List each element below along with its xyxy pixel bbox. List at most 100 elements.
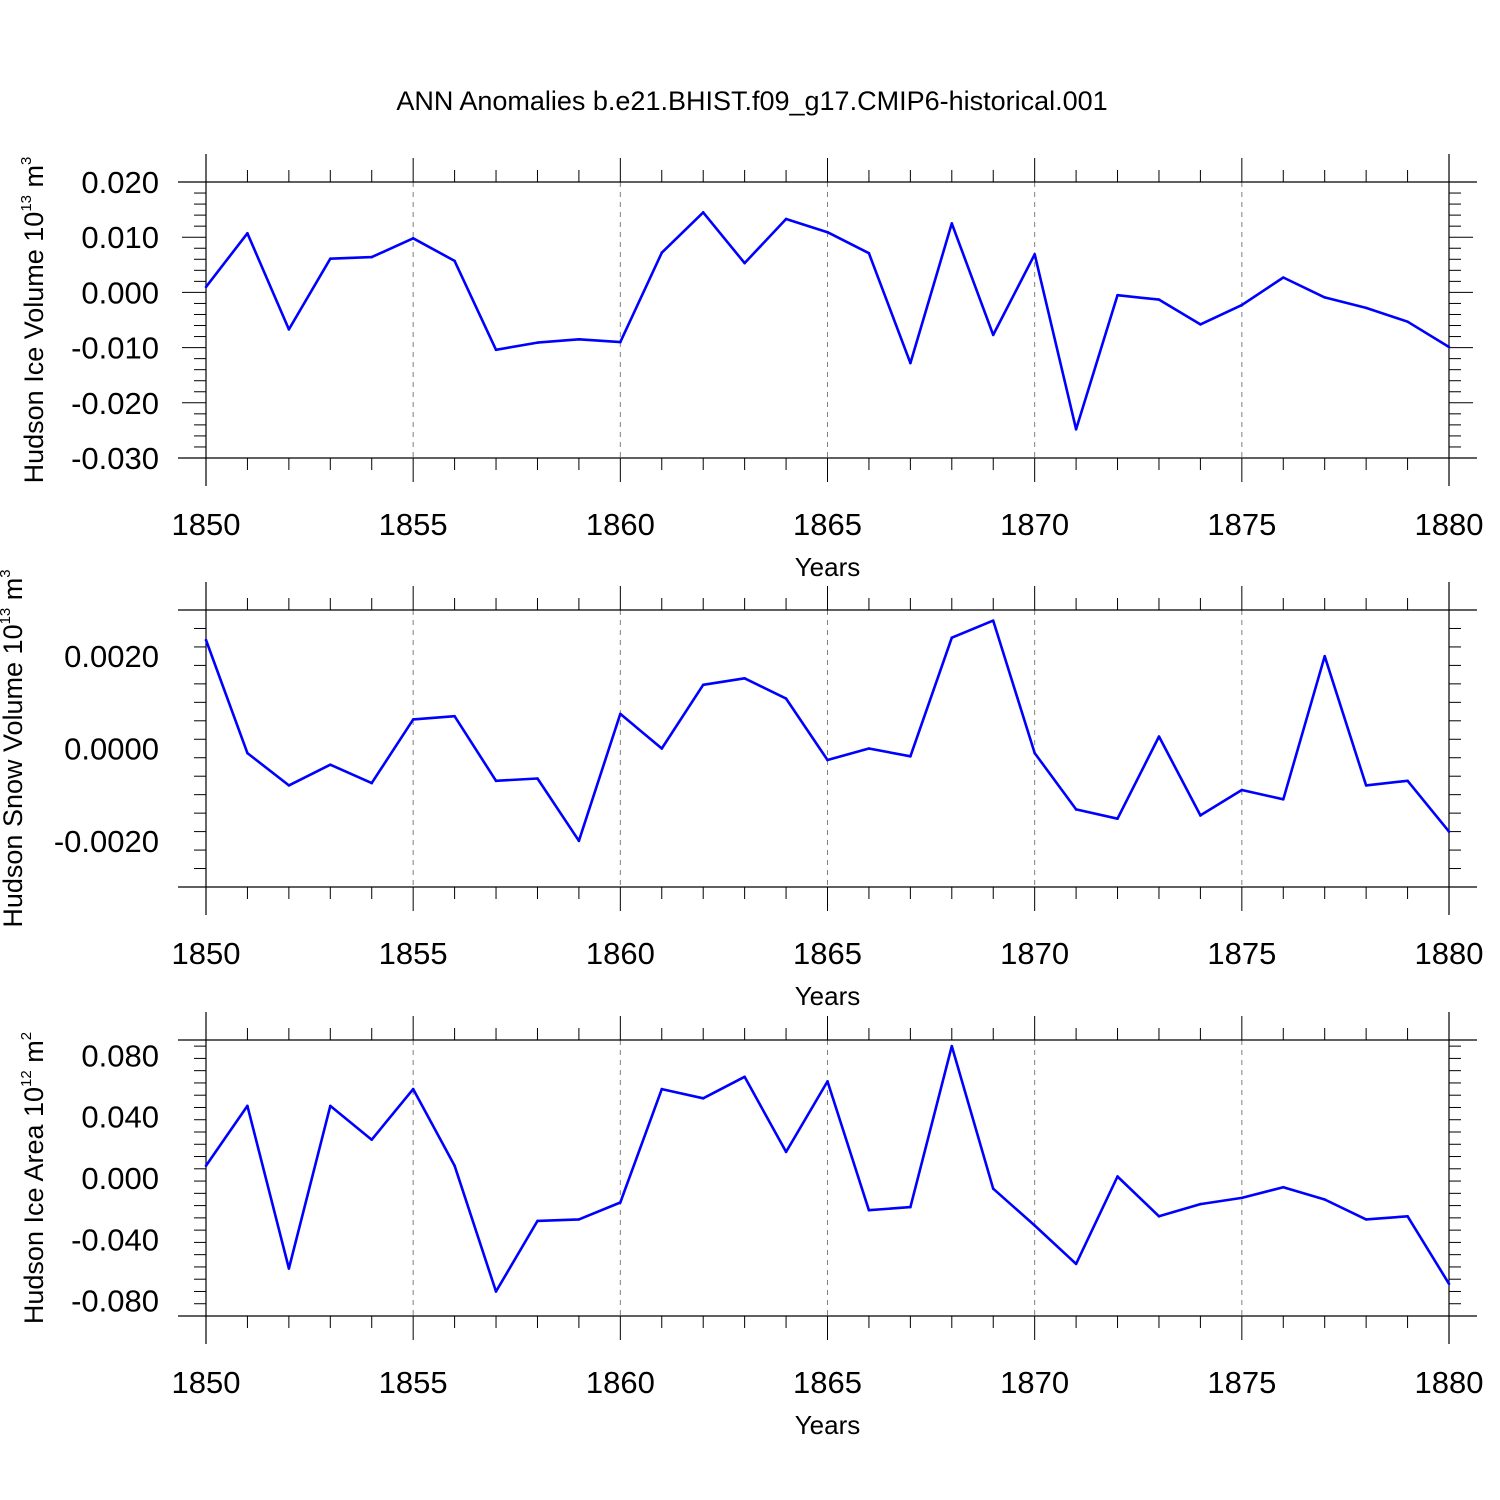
x-tick-label: 1850 bbox=[172, 936, 241, 971]
data-point bbox=[329, 257, 332, 261]
y-label-unit: m bbox=[19, 165, 49, 195]
y-tick-label: 0.0000 bbox=[64, 732, 159, 767]
x-tick-label: 1870 bbox=[1000, 1365, 1069, 1400]
x-tick-label: 1855 bbox=[379, 1365, 448, 1400]
y-tick-label: 0.0020 bbox=[64, 639, 159, 674]
data-point bbox=[1406, 779, 1409, 783]
y-label-base: Hudson Ice Area 10 bbox=[19, 1087, 49, 1324]
data-point bbox=[1323, 1198, 1326, 1201]
data-point bbox=[1074, 427, 1078, 431]
y-label-unit: m bbox=[0, 578, 28, 608]
y-label-unit-exponent: 3 bbox=[18, 157, 35, 165]
x-tick-label: 1870 bbox=[1000, 936, 1069, 971]
data-point bbox=[743, 677, 746, 680]
y-tick-label: 0.040 bbox=[81, 1100, 159, 1135]
y-tick-label: -0.030 bbox=[71, 441, 159, 476]
data-point bbox=[1199, 814, 1202, 817]
x-tick-label: 1875 bbox=[1207, 507, 1276, 542]
data-point bbox=[204, 1164, 208, 1168]
data-point bbox=[536, 1219, 539, 1223]
data-point bbox=[1240, 788, 1244, 792]
x-axis-label: Years bbox=[795, 1410, 861, 1440]
data-point bbox=[494, 1290, 498, 1293]
x-tick-label: 1865 bbox=[793, 1365, 862, 1400]
data-point bbox=[950, 1044, 954, 1048]
y-label-base: Hudson Ice Volume 10 bbox=[19, 212, 49, 484]
data-point bbox=[1240, 1196, 1244, 1200]
data-point bbox=[1240, 303, 1244, 307]
data-point bbox=[950, 636, 954, 639]
data-point bbox=[1157, 1215, 1161, 1218]
data-point bbox=[660, 251, 664, 254]
data-point bbox=[909, 1205, 912, 1209]
data-point bbox=[1157, 735, 1161, 738]
y-label-unit: m bbox=[19, 1040, 49, 1070]
y-axis-label: Hudson Snow Volume 1013 m3 bbox=[0, 569, 28, 927]
y-label-exponent: 12 bbox=[18, 1070, 35, 1087]
x-tick-label: 1875 bbox=[1207, 1365, 1276, 1400]
data-point bbox=[1364, 306, 1368, 310]
data-point bbox=[1074, 1262, 1078, 1266]
data-point bbox=[411, 1087, 415, 1091]
chart-panel-1: 1850 1855 1860 1865 1870 1875 1880 Years 0.020 0.… bbox=[18, 154, 1483, 582]
data-point bbox=[1447, 1282, 1451, 1286]
y-label-base: Hudson Snow Volume 10 bbox=[0, 624, 28, 927]
data-point bbox=[453, 259, 456, 263]
data-point bbox=[577, 338, 581, 341]
x-tick-label: 1855 bbox=[379, 936, 448, 971]
chart-title: ANN Anomalies b.e21.BHIST.f09_g17.CMIP6-… bbox=[396, 86, 1107, 116]
x-tick-label: 1855 bbox=[379, 507, 448, 542]
data-point bbox=[246, 232, 249, 235]
x-tick-label: 1865 bbox=[793, 507, 862, 542]
data-point bbox=[867, 747, 871, 750]
data-point bbox=[619, 712, 622, 716]
x-axis-label: Years bbox=[795, 552, 861, 582]
data-point bbox=[1447, 830, 1451, 833]
x-tick-label: 1860 bbox=[586, 936, 655, 971]
x-tick-label: 1870 bbox=[1000, 507, 1069, 542]
data-point bbox=[1199, 323, 1202, 326]
data-point bbox=[494, 348, 498, 352]
data-point bbox=[246, 751, 249, 755]
y-tick-label: 0.080 bbox=[81, 1038, 159, 1073]
data-point bbox=[246, 1104, 249, 1108]
x-axis-label: Years bbox=[795, 981, 861, 1011]
data-point bbox=[1074, 808, 1078, 811]
data-point bbox=[784, 697, 788, 700]
data-point bbox=[577, 839, 581, 843]
y-tick-label: 0.020 bbox=[81, 165, 159, 200]
data-point bbox=[204, 638, 208, 642]
data-point bbox=[1447, 345, 1451, 349]
data-point bbox=[743, 1075, 746, 1079]
data-point bbox=[826, 758, 829, 762]
data-point bbox=[619, 340, 622, 344]
data-point bbox=[1364, 784, 1368, 787]
data-point bbox=[411, 237, 415, 240]
chart-panels: 1850 1855 1860 1865 1870 1875 1880 Years 0.020 0.… bbox=[0, 154, 1483, 1440]
data-point bbox=[370, 255, 374, 259]
chart-panel-3: 1850 1855 1860 1865 1870 1875 1880 Years 0.080 0.… bbox=[18, 1012, 1483, 1440]
data-point bbox=[411, 718, 415, 721]
y-tick-label: -0.020 bbox=[71, 386, 159, 421]
y-tick-label: -0.040 bbox=[71, 1222, 159, 1257]
data-point bbox=[909, 361, 912, 365]
y-label-unit-exponent: 3 bbox=[0, 569, 14, 577]
data-point bbox=[370, 781, 374, 785]
data-point bbox=[991, 1187, 995, 1191]
x-tick-label: 1860 bbox=[586, 1365, 655, 1400]
data-point bbox=[784, 1150, 788, 1154]
y-axis-label: Hudson Ice Area 1012 m2 bbox=[18, 1032, 49, 1324]
data-point bbox=[453, 1164, 456, 1168]
data-point bbox=[1116, 293, 1119, 297]
data-point bbox=[867, 251, 871, 255]
data-point bbox=[701, 1096, 705, 1100]
data-point bbox=[784, 217, 788, 221]
y-label-exponent: 13 bbox=[18, 195, 35, 212]
x-tick-label: 1860 bbox=[586, 507, 655, 542]
data-point bbox=[1157, 298, 1161, 301]
data-point bbox=[287, 1267, 291, 1270]
data-point bbox=[287, 784, 291, 787]
y-label-exponent: 13 bbox=[0, 608, 14, 625]
data-point bbox=[660, 747, 664, 750]
